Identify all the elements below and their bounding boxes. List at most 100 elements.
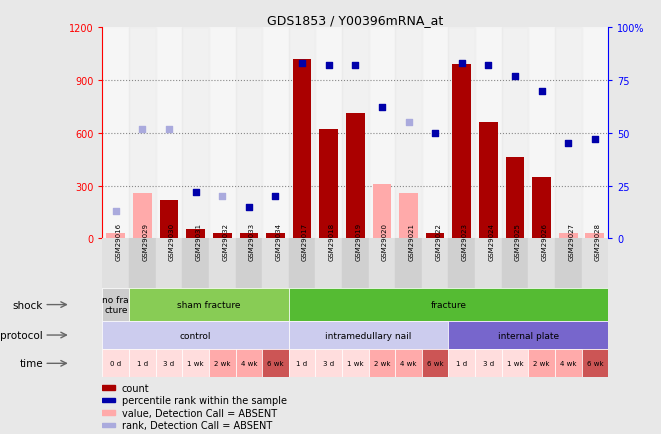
Bar [475, 349, 502, 378]
Bar [586, 233, 604, 239]
Text: GSM29033: GSM29033 [249, 222, 255, 260]
Point [377, 105, 387, 112]
Bar [289, 321, 448, 349]
Text: 0 d: 0 d [110, 361, 122, 366]
Text: GSM29031: GSM29031 [196, 222, 202, 260]
Bar [262, 28, 289, 239]
Text: GSM29022: GSM29022 [435, 222, 441, 260]
Text: 1 wk: 1 wk [507, 361, 524, 366]
Bar [395, 28, 422, 239]
Point [217, 193, 227, 200]
Text: percentile rank within the sample: percentile rank within the sample [122, 395, 287, 405]
Point [457, 60, 467, 67]
Text: sham fracture: sham fracture [177, 300, 241, 309]
Bar [502, 349, 528, 378]
Bar [502, 239, 528, 289]
Bar [262, 239, 289, 289]
Bar [395, 239, 422, 289]
Text: GSM29019: GSM29019 [356, 222, 362, 260]
Point [350, 62, 361, 69]
Point [563, 141, 574, 148]
Bar [479, 123, 498, 239]
Bar [395, 349, 422, 378]
Bar [186, 230, 205, 239]
Point [270, 193, 281, 200]
Bar [422, 349, 448, 378]
Bar [133, 193, 151, 239]
Text: 3 d: 3 d [163, 361, 175, 366]
Bar [235, 349, 262, 378]
Bar [209, 28, 235, 239]
Point [137, 126, 147, 133]
Text: protocol: protocol [0, 330, 43, 340]
Bar [235, 239, 262, 289]
Bar [182, 239, 209, 289]
Bar [213, 233, 231, 239]
Bar [209, 349, 235, 378]
Bar [129, 349, 156, 378]
Bar [293, 60, 311, 239]
Bar [422, 28, 448, 239]
Bar [102, 410, 115, 415]
Bar [239, 233, 258, 239]
Bar [102, 289, 129, 321]
Text: shock: shock [13, 300, 43, 310]
Bar [448, 28, 475, 239]
Bar [346, 114, 365, 239]
Text: 4 wk: 4 wk [241, 361, 257, 366]
Bar [555, 28, 582, 239]
Text: count: count [122, 383, 149, 393]
Bar [475, 239, 502, 289]
Text: GSM29018: GSM29018 [329, 222, 334, 260]
Text: intramedullary nail: intramedullary nail [325, 331, 412, 340]
Bar [129, 28, 156, 239]
Bar [235, 28, 262, 239]
Text: GSM29032: GSM29032 [222, 222, 228, 260]
Bar [506, 158, 524, 239]
Text: 6 wk: 6 wk [267, 361, 284, 366]
Bar [528, 239, 555, 289]
Text: 1 d: 1 d [137, 361, 148, 366]
Bar [156, 349, 182, 378]
Bar [102, 321, 289, 349]
Point [536, 88, 547, 95]
Bar [475, 28, 502, 239]
Bar [156, 28, 182, 239]
Bar [102, 239, 129, 289]
Text: time: time [19, 358, 43, 368]
Bar [373, 184, 391, 239]
Bar [555, 349, 582, 378]
Point [483, 62, 494, 69]
Point [110, 208, 121, 215]
Bar [160, 200, 178, 239]
Text: GSM29026: GSM29026 [541, 222, 547, 260]
Text: rank, Detection Call = ABSENT: rank, Detection Call = ABSENT [122, 420, 272, 430]
Text: GSM29021: GSM29021 [408, 222, 414, 260]
Text: 3 d: 3 d [323, 361, 334, 366]
Point [190, 189, 201, 196]
Text: GSM29020: GSM29020 [382, 222, 388, 260]
Bar [315, 28, 342, 239]
Bar [315, 239, 342, 289]
Text: 1 wk: 1 wk [187, 361, 204, 366]
Text: 1 wk: 1 wk [347, 361, 364, 366]
Bar [448, 349, 475, 378]
Bar [182, 28, 209, 239]
Text: GSM29030: GSM29030 [169, 222, 175, 260]
Bar [266, 233, 285, 239]
Bar [502, 28, 528, 239]
Bar [106, 233, 125, 239]
Bar [582, 239, 608, 289]
Text: GSM29025: GSM29025 [515, 222, 521, 260]
Text: 2 wk: 2 wk [533, 361, 550, 366]
Bar [102, 349, 129, 378]
Bar [559, 233, 578, 239]
Text: GSM29023: GSM29023 [462, 222, 468, 260]
Bar [289, 28, 315, 239]
Bar [129, 239, 156, 289]
Text: fracture: fracture [430, 300, 467, 309]
Bar [209, 239, 235, 289]
Bar [369, 349, 395, 378]
Text: control: control [180, 331, 212, 340]
Bar [289, 239, 315, 289]
